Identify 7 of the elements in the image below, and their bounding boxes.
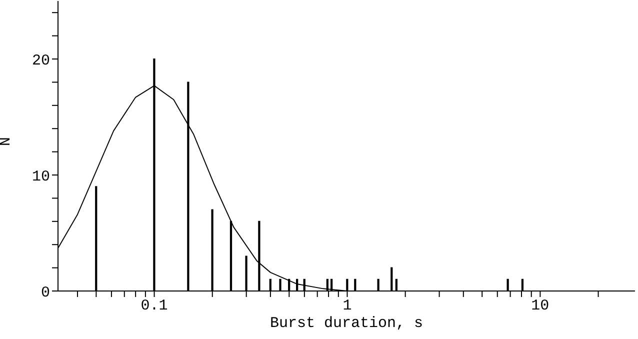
x-axis-title: Burst duration, s: [270, 315, 424, 332]
y-tick-label: 10: [32, 168, 50, 186]
x-tick-label: 1: [342, 298, 352, 315]
y-tick-label: 0: [40, 284, 50, 302]
x-tick-label: 0.1: [140, 298, 168, 315]
x-tick-label: 10: [531, 298, 550, 315]
y-tick-label: 20: [32, 52, 50, 70]
